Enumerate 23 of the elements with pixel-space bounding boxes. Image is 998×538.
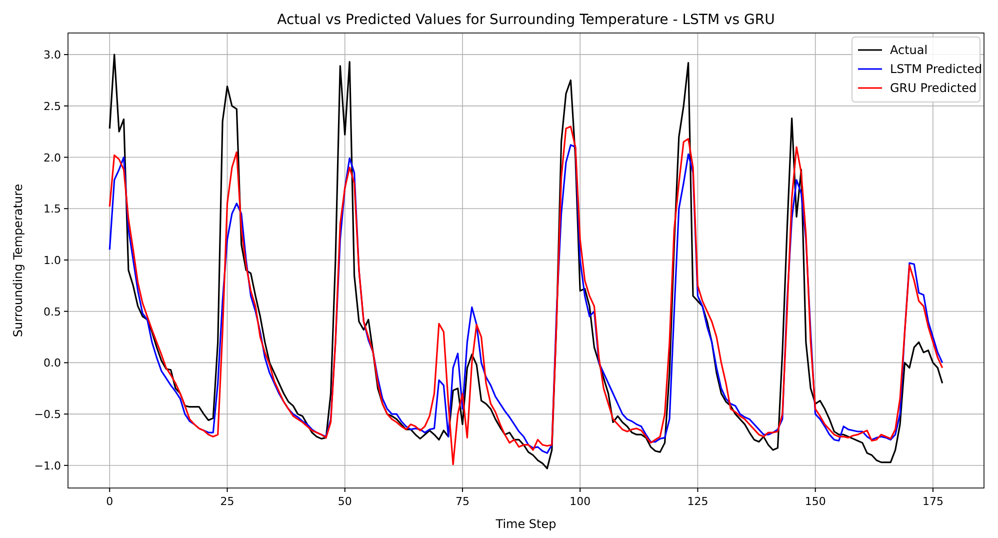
y-tick-label: 1.5	[44, 202, 61, 216]
x-tick-label: 75	[455, 495, 470, 508]
legend-label: LSTM Predicted	[890, 62, 982, 76]
x-tick-label: 50	[338, 495, 352, 508]
y-axis-title: Surrounding Temperature	[11, 184, 25, 338]
y-tick-label: 2.5	[44, 100, 61, 113]
y-tick-label: −1.0	[34, 459, 61, 472]
x-tick-label: 150	[804, 495, 826, 508]
y-tick-label: 3.0	[44, 48, 61, 62]
x-tick-label: 125	[687, 495, 708, 508]
x-tick-label: 25	[220, 495, 234, 508]
y-tick-label: 0.0	[44, 356, 61, 370]
y-tick-label: 0.5	[44, 305, 61, 318]
x-axis-title: Time Step	[494, 517, 556, 531]
y-tick-label: 2.0	[44, 151, 61, 164]
legend-label: GRU Predicted	[890, 81, 977, 95]
x-tick-label: 0	[106, 495, 114, 508]
x-tick-label: 175	[922, 495, 944, 508]
chart-title: Actual vs Predicted Values for Surrounding Temperature - LSTM vs GRU	[277, 12, 775, 28]
y-tick-label: −0.5	[34, 408, 61, 422]
legend-label: Actual	[890, 43, 928, 57]
x-tick-label: 100	[570, 495, 591, 508]
y-tick-label: 1.0	[44, 254, 61, 267]
